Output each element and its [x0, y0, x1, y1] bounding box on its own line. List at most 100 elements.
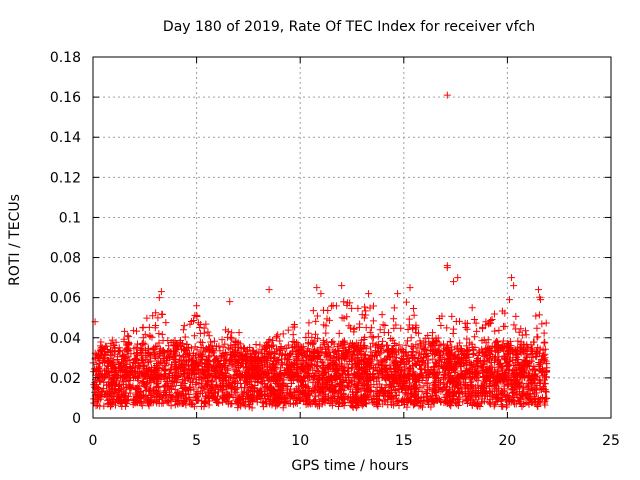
data-point [338, 282, 346, 290]
data-point [528, 357, 536, 365]
data-point [391, 374, 399, 382]
data-point [423, 349, 431, 357]
data-point [348, 379, 356, 387]
data-point [302, 333, 310, 341]
data-point [284, 326, 292, 334]
data-point [485, 398, 493, 406]
data-point [506, 358, 514, 366]
data-point [501, 322, 509, 330]
data-point [245, 386, 253, 394]
data-point [449, 329, 457, 337]
data-point [334, 400, 342, 408]
data-point [444, 374, 452, 382]
data-point [291, 389, 299, 397]
data-point [391, 359, 399, 367]
data-point [315, 391, 323, 399]
data-point [317, 290, 325, 298]
data-point [303, 361, 311, 369]
data-point [377, 367, 385, 375]
data-point [156, 347, 164, 355]
data-point [521, 327, 529, 335]
data-point [305, 355, 313, 363]
data-point [117, 358, 125, 366]
data-point [104, 397, 112, 405]
data-point [135, 382, 143, 390]
data-point [361, 392, 369, 400]
data-point [131, 384, 139, 392]
data-point [319, 339, 327, 347]
data-point [535, 311, 543, 319]
data-point [495, 360, 503, 368]
data-point [103, 346, 111, 354]
data-point [106, 402, 114, 410]
data-point [142, 386, 150, 394]
data-point [345, 383, 353, 391]
y-tick-label: 0.12 [50, 170, 81, 186]
data-point [213, 381, 221, 389]
data-point [410, 381, 418, 389]
data-point [320, 306, 328, 314]
data-point [185, 365, 193, 373]
data-point [261, 370, 269, 378]
data-point [304, 396, 312, 404]
data-point [313, 367, 321, 375]
data-point [213, 356, 221, 364]
data-point [492, 337, 500, 345]
data-point [335, 340, 343, 348]
data-point [274, 331, 282, 339]
data-point [328, 373, 336, 381]
data-point [312, 317, 320, 325]
data-point [350, 342, 358, 350]
y-tick-label: 0.08 [50, 251, 81, 267]
data-point [443, 91, 451, 99]
data-point [143, 398, 151, 406]
data-point [360, 399, 368, 407]
data-point [270, 355, 278, 363]
data-point [388, 394, 396, 402]
data-point [123, 396, 131, 404]
data-point [406, 284, 414, 292]
data-point [329, 381, 337, 389]
data-point [461, 390, 469, 398]
data-point [358, 356, 366, 364]
data-point [468, 304, 476, 312]
data-point [275, 385, 283, 393]
data-point [111, 380, 119, 388]
data-point [527, 350, 535, 358]
data-point [442, 364, 450, 372]
data-point [206, 352, 214, 360]
data-point [523, 391, 531, 399]
data-point [354, 380, 362, 388]
data-point [367, 361, 375, 369]
data-point [485, 320, 493, 328]
x-tick-label: 20 [498, 433, 516, 449]
data-point [399, 352, 407, 360]
data-point [366, 328, 374, 336]
data-point [216, 361, 224, 369]
data-point [380, 328, 388, 336]
data-point [218, 394, 226, 402]
data-point [346, 339, 354, 347]
data-point [189, 367, 197, 375]
data-point [93, 351, 101, 359]
data-point [118, 403, 126, 411]
data-point [314, 402, 322, 410]
data-point [289, 331, 297, 339]
data-point [409, 324, 417, 332]
data-point [231, 380, 239, 388]
data-point [479, 325, 487, 333]
data-point [152, 367, 160, 375]
data-point [345, 370, 353, 378]
data-point [319, 397, 327, 405]
data-point [504, 361, 512, 369]
data-point [224, 382, 232, 390]
data-point [446, 347, 454, 355]
data-point [144, 358, 152, 366]
data-point [392, 321, 400, 329]
data-point [539, 372, 547, 380]
data-point [431, 370, 439, 378]
data-point [104, 381, 112, 389]
data-point [172, 398, 180, 406]
data-point [434, 386, 442, 394]
data-point [142, 380, 150, 388]
